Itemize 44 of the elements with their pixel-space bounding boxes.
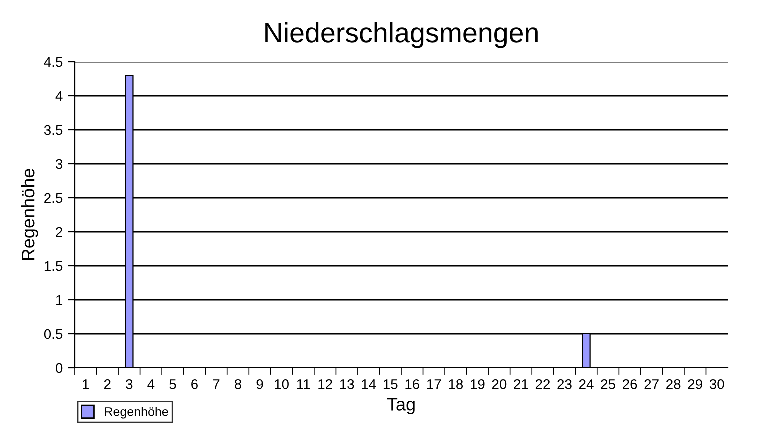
y-tick-label: 3: [56, 159, 63, 170]
y-tick-label: 0: [56, 363, 63, 374]
x-tick-label: 27: [644, 379, 659, 390]
x-tick-label: 30: [710, 379, 724, 390]
y-tick-label: 2: [56, 227, 62, 238]
x-tick-label: 22: [536, 379, 550, 390]
x-axis-title: Tag: [387, 398, 415, 414]
y-axis-title: Regenhöhe: [22, 169, 38, 260]
y-tick-label: 3.5: [44, 125, 63, 136]
x-tick-label: 8: [234, 379, 242, 390]
chart-title: Niederschlagsmengen: [266, 22, 538, 48]
x-tick-label: 4: [148, 380, 155, 390]
x-tick-label: 17: [427, 380, 442, 390]
x-tick-label: 10: [275, 379, 289, 390]
x-tick-label: 2: [104, 379, 111, 390]
x-tick-label: 15: [384, 380, 398, 390]
x-tick-label: 29: [688, 379, 702, 390]
x-tick-label: 6: [192, 379, 198, 390]
x-tick-label: 25: [601, 379, 616, 390]
x-tick-label: 11: [297, 380, 310, 390]
y-tick-label: 2.5: [44, 193, 63, 204]
x-tick-label: 7: [213, 380, 220, 390]
y-tick-label: 4.5: [44, 57, 63, 68]
x-tick-label: 3: [126, 379, 133, 390]
x-tick-label: 14: [362, 380, 376, 390]
x-tick-label: 20: [492, 379, 507, 390]
x-tick-label: 13: [340, 379, 354, 390]
legend-label: Regenhöhe: [105, 407, 168, 419]
y-tick-label: 0.5: [44, 329, 63, 340]
x-tick-label: 5: [170, 380, 176, 390]
x-tick-label: 24: [579, 379, 594, 390]
x-tick-label: 23: [558, 379, 572, 390]
y-tick-label: 4: [56, 91, 63, 102]
y-tick-label: 1.5: [44, 261, 63, 272]
x-tick-label: 28: [666, 379, 681, 390]
x-tick-label: 21: [514, 379, 528, 390]
x-tick-label: 1: [83, 380, 90, 390]
x-tick-label: 9: [256, 379, 264, 390]
x-tick-label: 12: [318, 379, 332, 390]
y-tick-label: 1: [56, 295, 63, 306]
x-tick-label: 19: [471, 379, 485, 390]
x-tick-label: 18: [449, 379, 464, 390]
x-tick-label: 26: [623, 379, 638, 390]
x-tick-label: 16: [406, 379, 420, 390]
